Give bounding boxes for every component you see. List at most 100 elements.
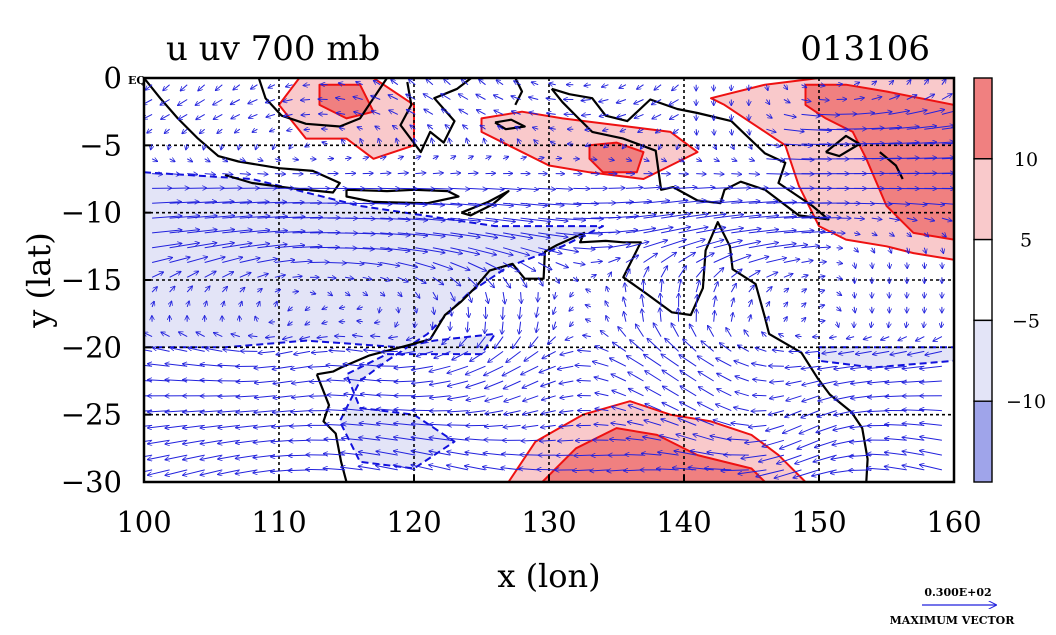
wind-vector (275, 174, 286, 175)
x-tick-label: 140 (656, 505, 711, 539)
wind-vector (304, 129, 310, 130)
wind-vector (269, 322, 275, 323)
wind-vector (749, 188, 768, 189)
wind-vector (335, 336, 346, 337)
wind-vector (432, 322, 433, 329)
vector-key-magnitude: 0.300E+02 (924, 586, 991, 599)
wind-vector (696, 129, 697, 135)
wind-vector (450, 322, 451, 331)
x-tick-label: 130 (521, 505, 576, 539)
wind-vector (328, 263, 347, 264)
wind-vector (696, 174, 706, 175)
x-tick-label: 110 (251, 505, 306, 539)
wind-vector (854, 292, 855, 298)
wind-vector (819, 232, 835, 233)
wind-vector (538, 292, 539, 302)
wind-vector (731, 129, 732, 135)
wind-vector (849, 470, 872, 471)
y-tick-label: −10 (61, 196, 122, 230)
wind-vector (714, 174, 724, 175)
wind-vector (381, 351, 398, 352)
wind-vector (749, 174, 760, 175)
colorbar-bin (974, 320, 992, 401)
wind-vector (907, 263, 908, 269)
wind-vector (574, 455, 591, 456)
wind-vector (484, 440, 503, 441)
y-tick-label: −5 (79, 128, 122, 162)
colorbar-tick-label: −5 (1012, 310, 1040, 332)
wind-vector (942, 173, 972, 174)
date-label: 013106 (800, 29, 930, 69)
colorbar-bin (974, 240, 992, 321)
wind-vector (751, 411, 766, 412)
wind-vector (556, 158, 562, 159)
wind-vector (468, 173, 478, 174)
y-tick-label: −30 (61, 465, 122, 499)
y-tick-label: −15 (61, 263, 122, 297)
vector-key-caption: MAXIMUM VECTOR (890, 614, 1016, 627)
wind-vector (591, 455, 608, 456)
colorbar-bin (974, 78, 992, 159)
wind-vector (819, 114, 839, 115)
wind-vector (319, 114, 328, 115)
wind-vector (819, 247, 830, 248)
wind-vector (321, 84, 328, 85)
wind-vector (837, 84, 843, 85)
wind-vector (415, 188, 434, 189)
wind-vector (837, 114, 857, 115)
wind-vector (398, 173, 409, 174)
colorbar-bin (974, 401, 992, 482)
x-axis-label: x (lon) (497, 557, 600, 595)
colorbar-tick-label: −10 (1006, 391, 1046, 413)
wind-vector (433, 188, 452, 189)
wind-vector (731, 174, 741, 175)
wind-vector (288, 470, 310, 471)
wind-vector (467, 322, 468, 333)
wind-vector (377, 380, 398, 381)
wind-vector (577, 380, 591, 381)
x-tick-label: 120 (386, 505, 441, 539)
wind-vector (537, 469, 556, 470)
wind-vector (239, 316, 240, 322)
y-axis: 0 EQ −5 −10 −15 −20 −25 −30 (61, 61, 151, 499)
x-tick-label: 150 (791, 505, 846, 539)
wind-vector (889, 263, 890, 269)
wind-vector (753, 395, 767, 396)
wind-vector (625, 455, 644, 456)
wind-vector (310, 396, 328, 397)
y-tick-label: 0 (104, 61, 122, 95)
equator-label: EQ (128, 74, 146, 87)
y-tick-label: −25 (61, 398, 122, 432)
wind-vector (293, 291, 299, 292)
chart-title: u uv 700 mb (166, 29, 380, 69)
wind-vector (218, 396, 240, 397)
colorbar-tick-label: 5 (1020, 230, 1032, 252)
wind-vector (731, 188, 750, 189)
wind-vector (520, 455, 538, 456)
wind-vector (854, 277, 855, 283)
wind-vector (503, 307, 504, 319)
vector-key: 0.300E+02 MAXIMUM VECTOR (890, 586, 1016, 627)
wind-vector (608, 188, 625, 189)
x-tick-label: 100 (116, 505, 171, 539)
x-tick-label: 160 (926, 505, 981, 539)
wind-vector (678, 308, 679, 322)
wind-vector (450, 173, 460, 174)
wind-vector (521, 440, 538, 441)
y-tick-label: −20 (61, 330, 122, 364)
wind-vector (301, 114, 310, 115)
wind-vector (371, 336, 381, 337)
wind-vector (257, 174, 268, 175)
wind-vector (447, 425, 468, 426)
wind-vector (380, 173, 391, 174)
wind-vector (837, 248, 843, 249)
wind-vector (714, 129, 715, 135)
colorbar-tick-label: 10 (1014, 149, 1038, 171)
x-axis: 100 110 120 130 140 150 160 (116, 475, 981, 539)
wind-vector (854, 203, 874, 204)
colorbar-bin (974, 159, 992, 240)
y-axis-label: y (lat) (20, 232, 58, 328)
wind-vector (306, 469, 328, 470)
